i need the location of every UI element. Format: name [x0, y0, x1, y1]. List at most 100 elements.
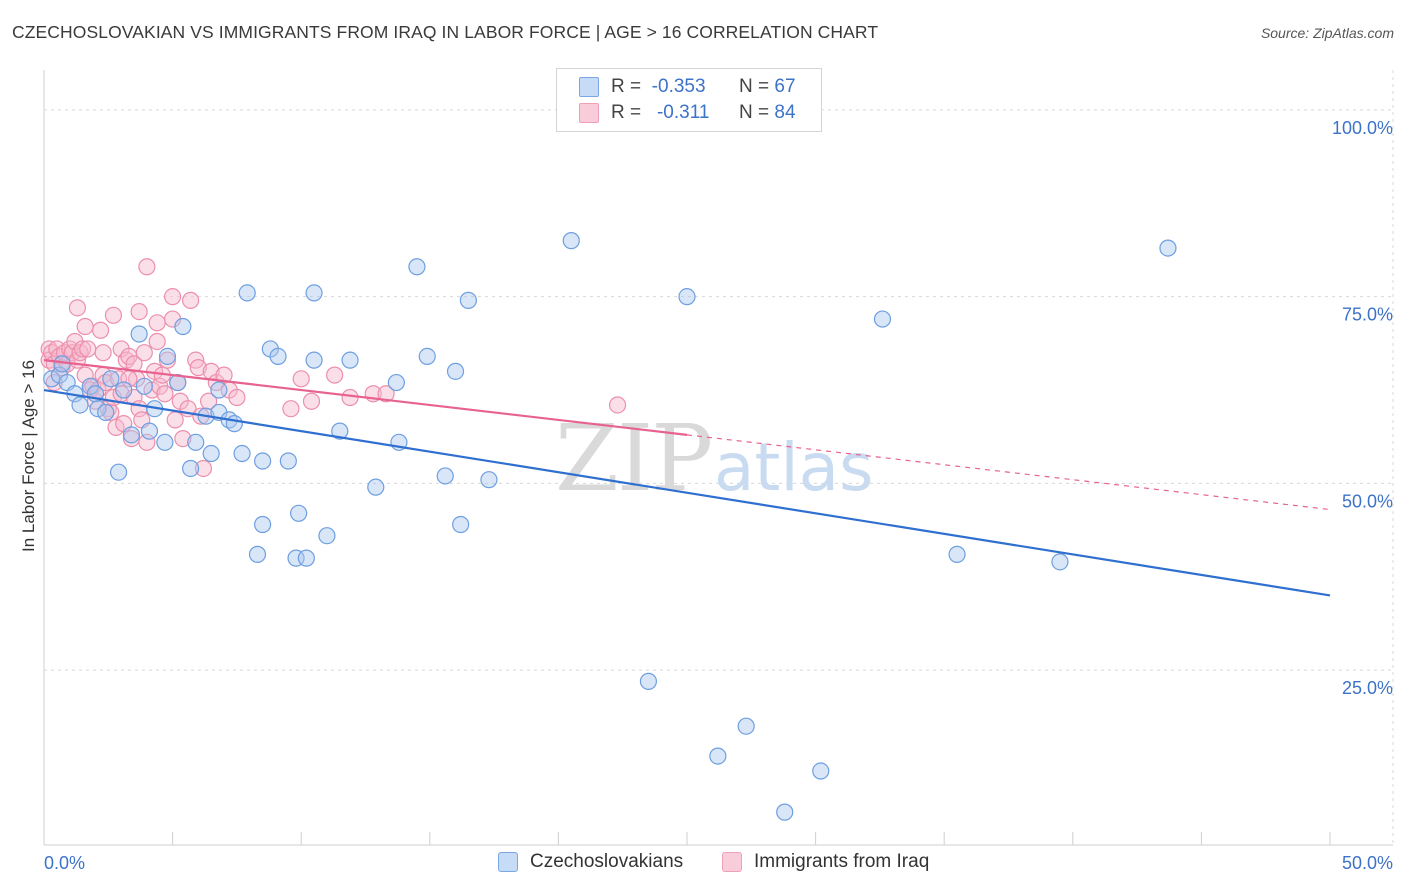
czech-point-11 [115, 381, 133, 399]
y-tick-label-0: 100.0% [1332, 118, 1393, 138]
legend-row-czech: R = -0.353 N = 67 [579, 75, 796, 99]
watermark: ZIP atlas [555, 405, 874, 512]
czech-point-13 [130, 325, 148, 343]
source-label: Source: ZipAtlas.com [1260, 25, 1394, 41]
iraq-point-70 [215, 366, 233, 384]
iraq-point-62 [182, 291, 200, 309]
iraq-point-66 [194, 459, 213, 478]
iraq-point-15 [73, 340, 92, 358]
legend-n-label: N = [739, 102, 770, 123]
iraq-point-76 [326, 366, 344, 384]
series-iraq-points [40, 258, 627, 478]
czech-point-46 [387, 373, 405, 392]
iraq-point-45 [138, 258, 156, 276]
y-axis-label: In Labor Force | Age > 16 [19, 360, 38, 552]
legend-swatch-czech [498, 852, 518, 872]
legend-swatch-iraq [579, 103, 599, 123]
czech-point-52 [459, 291, 477, 309]
watermark-zip: ZIP [555, 405, 711, 512]
legend-label-czech: Czechoslovakians [530, 851, 684, 872]
czech-point-55 [562, 232, 580, 250]
tick-labels: 100.0% 75.0% 50.0% 25.0% 0.0% 50.0% In Labor F… [19, 118, 1393, 873]
legend-n-iraq: N = 84 [739, 102, 796, 124]
czech-point-35 [269, 347, 287, 366]
czech-point-53 [452, 515, 470, 534]
iraq-point-22 [91, 321, 110, 339]
czech-point-58 [709, 747, 727, 765]
czech-point-25 [210, 381, 228, 399]
iraq-point-64 [189, 359, 207, 377]
czech-point-64 [1051, 553, 1069, 571]
czech-point-29 [233, 444, 251, 463]
czech-point-21 [182, 459, 200, 478]
iraq-point-53 [156, 385, 174, 403]
legend-r-iraq: R = -0.311 [611, 102, 739, 124]
czech-point-62 [873, 310, 892, 328]
iraq-point-73 [282, 400, 300, 418]
czech-point-18 [158, 347, 177, 366]
czech-point-4 [71, 396, 89, 414]
czech-point-30 [238, 284, 256, 302]
iraq-point-27 [102, 403, 120, 422]
czech-point-12 [122, 426, 141, 444]
legend-label-iraq: Immigrants from Iraq [754, 851, 930, 872]
legend-r-value-iraq: -0.311 [656, 102, 710, 123]
iraq-point-79 [377, 385, 395, 403]
legend-r-value-czech: -0.353 [651, 76, 706, 97]
czech-point-65 [1159, 239, 1177, 257]
iraq-point-46 [138, 433, 156, 451]
series-legend: Czechoslovakians Immigrants from Iraq [0, 851, 1406, 879]
czech-trend-line [43, 388, 1331, 597]
y-tick-label-3: 25.0% [1342, 678, 1393, 698]
czech-point-45 [367, 478, 385, 496]
czech-point-50 [436, 467, 454, 485]
iraq-point-17 [79, 340, 97, 358]
czech-point-24 [202, 444, 220, 463]
iraq-point-13 [68, 299, 87, 317]
iraq-trend-line [43, 359, 688, 436]
iraq-point-82 [76, 317, 94, 336]
legend-r-czech: R = -0.353 [611, 76, 739, 98]
iraq-point-50 [148, 332, 166, 351]
czech-point-19 [169, 373, 187, 392]
czech-point-15 [140, 422, 159, 440]
czech-point-28 [225, 415, 243, 433]
legend-r-label: R = [611, 102, 642, 123]
iraq-point-75 [302, 392, 321, 410]
czech-point-20 [174, 317, 192, 336]
czech-point-49 [418, 347, 436, 366]
czech-point-59 [737, 717, 755, 735]
legend-n-czech: N = 67 [739, 76, 796, 98]
legend-item-iraq[interactable]: Immigrants from Iraq [722, 851, 929, 873]
czech-point-9 [102, 370, 120, 388]
legend-n-value-czech: 67 [774, 76, 796, 97]
czech-point-33 [254, 452, 272, 470]
x-tick-label-max: 50.0% [1342, 853, 1393, 873]
czech-point-51 [446, 362, 465, 380]
iraq-point-39 [125, 355, 143, 373]
czech-point-57 [678, 288, 696, 306]
watermark-atlas: atlas [714, 429, 874, 506]
iraq-point-44 [135, 344, 153, 362]
iraq-trend-line-extension [686, 434, 1331, 511]
iraq-point-41 [130, 302, 148, 321]
czech-point-31 [248, 545, 267, 563]
czech-point-36 [279, 452, 297, 470]
czech-point-14 [135, 377, 153, 395]
czech-point-56 [639, 672, 658, 690]
legend-item-czech[interactable]: Czechoslovakians [498, 851, 683, 873]
legend-swatch-czech [579, 77, 599, 97]
czech-point-17 [156, 433, 174, 451]
czech-point-63 [948, 545, 966, 563]
czech-point-41 [305, 351, 323, 369]
czech-point-32 [254, 515, 272, 534]
czech-point-54 [480, 471, 498, 489]
czech-point-61 [812, 762, 830, 780]
czech-point-10 [109, 463, 128, 481]
axes [43, 70, 1393, 846]
iraq-point-72 [228, 388, 246, 407]
iraq-point-77 [341, 388, 359, 407]
iraq-point-60 [174, 429, 192, 448]
series-czech-points [43, 232, 1177, 821]
